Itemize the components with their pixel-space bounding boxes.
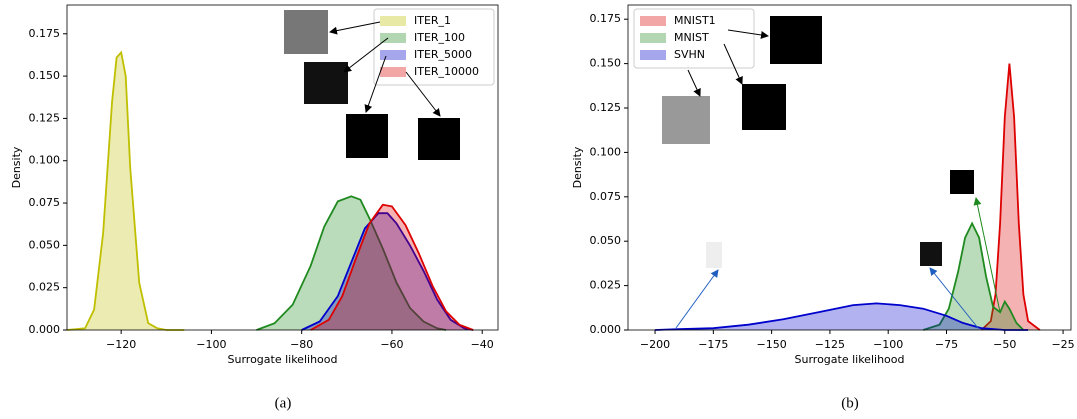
x-tick-label: −80 [290, 338, 313, 351]
y-tick-label: 0.150 [590, 57, 622, 70]
legend-swatch [380, 16, 406, 26]
density-line [66, 50, 185, 331]
x-axis-label: Surrogate likelihood [228, 353, 338, 366]
x-tick-label: −60 [380, 338, 403, 351]
x-tick-label: −125 [815, 338, 845, 351]
arrow [343, 37, 389, 73]
plot-frame [627, 4, 1072, 331]
y-tick-label: 0.100 [590, 145, 622, 158]
plot-frame [66, 4, 499, 331]
caption: (b) [841, 395, 859, 411]
y-tick-label: 0.075 [29, 196, 61, 209]
x-tick-label: −175 [698, 338, 728, 351]
arrow [723, 43, 743, 85]
arrow [973, 197, 1001, 313]
legend-label: MNIST1 [674, 14, 716, 27]
y-tick-label: 0.000 [29, 323, 61, 336]
y-tick-label: 0.175 [590, 12, 622, 25]
legend-swatch [640, 16, 666, 26]
x-tick-label: −50 [993, 338, 1016, 351]
y-tick-label: 0.050 [29, 238, 61, 251]
arrow [687, 69, 701, 97]
density-line [301, 212, 474, 331]
legend-swatch [380, 67, 406, 77]
legend-label: SVHN [674, 48, 705, 61]
y-tick-label: 0.025 [590, 279, 622, 292]
density-line [654, 302, 1029, 331]
sample-image [706, 242, 722, 268]
density-area [981, 63, 1040, 330]
legend-box [633, 8, 755, 69]
x-tick-label: −120 [106, 338, 136, 351]
y-tick-label: 0.100 [29, 154, 61, 167]
arrow [675, 269, 719, 329]
density-line [922, 221, 1025, 331]
density-area [923, 223, 1024, 330]
x-tick-label: −40 [471, 338, 494, 351]
y-tick-label: 0.150 [29, 69, 61, 82]
sample-image [950, 170, 974, 194]
arrow [727, 29, 769, 39]
legend-swatch [380, 50, 406, 60]
sample-image [920, 242, 942, 266]
legend-label: ITER_10000 [414, 65, 479, 78]
x-tick-label: −100 [196, 338, 226, 351]
y-axis-label: Density [10, 146, 23, 188]
y-tick-label: 0.125 [29, 111, 61, 124]
y-tick-label: 0.175 [29, 27, 61, 40]
x-tick-label: −200 [640, 338, 670, 351]
legend-label: ITER_1 [414, 14, 451, 27]
legend-swatch [640, 50, 666, 60]
x-tick-label: −75 [935, 338, 958, 351]
arrow [405, 71, 441, 117]
legend-label: ITER_5000 [414, 48, 472, 61]
caption: (a) [275, 395, 292, 411]
sample-image [742, 84, 786, 130]
legend-box [373, 8, 495, 86]
density-line [980, 63, 1041, 331]
sample-image [770, 16, 822, 64]
legend-swatch [380, 33, 406, 43]
sample-image [304, 62, 348, 104]
x-tick-label: −150 [757, 338, 787, 351]
sample-image [284, 10, 328, 54]
sample-image [346, 114, 388, 158]
density-line [256, 195, 447, 331]
sample-image [418, 118, 460, 160]
y-tick-label: 0.000 [590, 323, 622, 336]
legend-label: ITER_100 [414, 31, 465, 44]
density-line [310, 203, 474, 331]
legend-swatch [640, 33, 666, 43]
density-area [310, 204, 474, 330]
y-tick-label: 0.025 [29, 281, 61, 294]
density-area [67, 52, 185, 331]
density-area [655, 303, 1029, 330]
y-axis-label: Density [571, 146, 584, 188]
density-area [301, 213, 474, 330]
y-tick-label: 0.125 [590, 101, 622, 114]
x-tick-label: −100 [873, 338, 903, 351]
arrow [929, 267, 979, 329]
arrow [364, 55, 387, 113]
sample-image [662, 96, 710, 144]
y-tick-label: 0.050 [590, 234, 622, 247]
y-tick-label: 0.075 [590, 190, 622, 203]
arrow [329, 21, 381, 35]
x-axis-label: Surrogate likelihood [795, 353, 905, 366]
legend-label: MNIST [674, 31, 709, 44]
x-tick-label: −25 [1051, 338, 1074, 351]
